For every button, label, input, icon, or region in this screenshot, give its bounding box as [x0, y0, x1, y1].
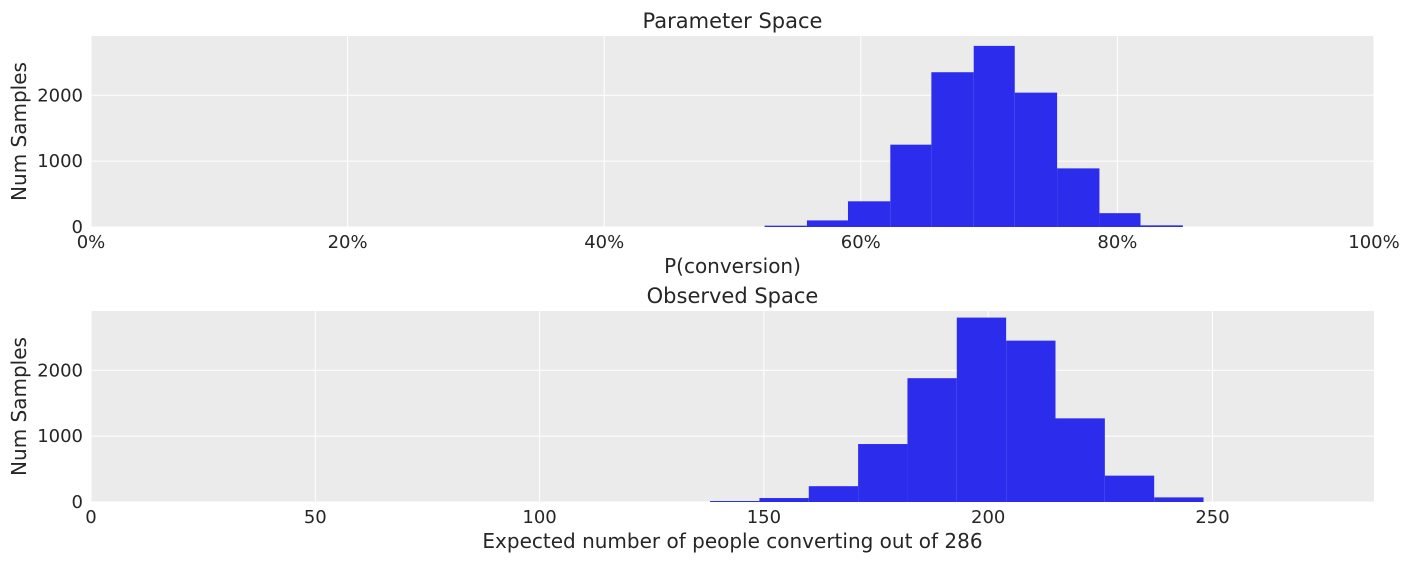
- y-tick-label: 2000: [37, 85, 83, 106]
- x-tick-label: 20%: [328, 232, 368, 253]
- x-tick-label: 40%: [584, 232, 624, 253]
- x-tick-label: 60%: [841, 232, 881, 253]
- histogram-bars: [764, 45, 1183, 228]
- x-tick-label: 100%: [1348, 232, 1399, 253]
- histogram-bar: [764, 225, 807, 227]
- histogram-bar: [956, 317, 1007, 502]
- histogram-bar: [806, 220, 848, 227]
- x-tick-label: 250: [1195, 507, 1229, 528]
- chart-title: Parameter Space: [643, 9, 823, 33]
- histogram-bar: [907, 378, 957, 502]
- x-tick-labels: 0 50 100 150 200 250: [85, 507, 1229, 528]
- x-tick-label: 0%: [77, 232, 106, 253]
- histogram-bar: [1154, 497, 1204, 502]
- histogram-bar: [808, 486, 859, 502]
- x-axis-label: P(conversion): [664, 254, 801, 278]
- y-tick-labels: 0 1000 2000: [37, 360, 83, 513]
- x-tick-label: 80%: [1097, 232, 1137, 253]
- y-axis-label: Num Samples: [7, 337, 31, 476]
- y-axis-label: Num Samples: [7, 62, 31, 201]
- histogram-bar: [858, 444, 908, 502]
- observed-space-panel: 0 50 100 150 200 250 0 1000 2000 Observed Space…: [7, 284, 1374, 553]
- x-tick-label: 100: [522, 507, 556, 528]
- x-tick-label: 200: [971, 507, 1005, 528]
- x-tick-label: 0: [85, 507, 96, 528]
- histogram-bar: [1057, 168, 1100, 227]
- histogram-bar: [1140, 225, 1183, 227]
- histogram-bar: [890, 144, 932, 227]
- chart-title: Observed Space: [647, 284, 819, 308]
- histogram-bars: [710, 317, 1204, 502]
- y-tick-labels: 0 1000 2000: [37, 85, 83, 238]
- x-tick-label: 50: [304, 507, 327, 528]
- parameter-space-panel: 0% 20% 40% 60% 80% 100% 0 1000 2000 Parameter S…: [7, 9, 1400, 278]
- histogram-bar: [759, 498, 809, 502]
- histogram-bar: [973, 45, 1015, 228]
- y-tick-label: 1000: [37, 151, 83, 172]
- histogram-bar: [1104, 475, 1155, 502]
- histogram-bar: [931, 72, 974, 227]
- y-tick-label: 0: [72, 492, 83, 513]
- y-tick-label: 0: [72, 217, 83, 238]
- y-tick-label: 1000: [37, 426, 83, 447]
- y-tick-label: 2000: [37, 360, 83, 381]
- x-tick-label: 150: [747, 507, 781, 528]
- histogram-bar: [710, 501, 760, 502]
- x-axis-label: Expected number of people converting out…: [482, 529, 982, 553]
- histogram-bar: [1055, 418, 1105, 502]
- plot-area: [91, 311, 1374, 502]
- histogram-bar: [1006, 340, 1056, 502]
- histogram-bar: [1099, 213, 1141, 227]
- histogram-bar: [1014, 92, 1058, 227]
- histogram-bar: [847, 201, 891, 227]
- x-tick-labels: 0% 20% 40% 60% 80% 100%: [77, 232, 1400, 253]
- plot-area: [91, 36, 1374, 227]
